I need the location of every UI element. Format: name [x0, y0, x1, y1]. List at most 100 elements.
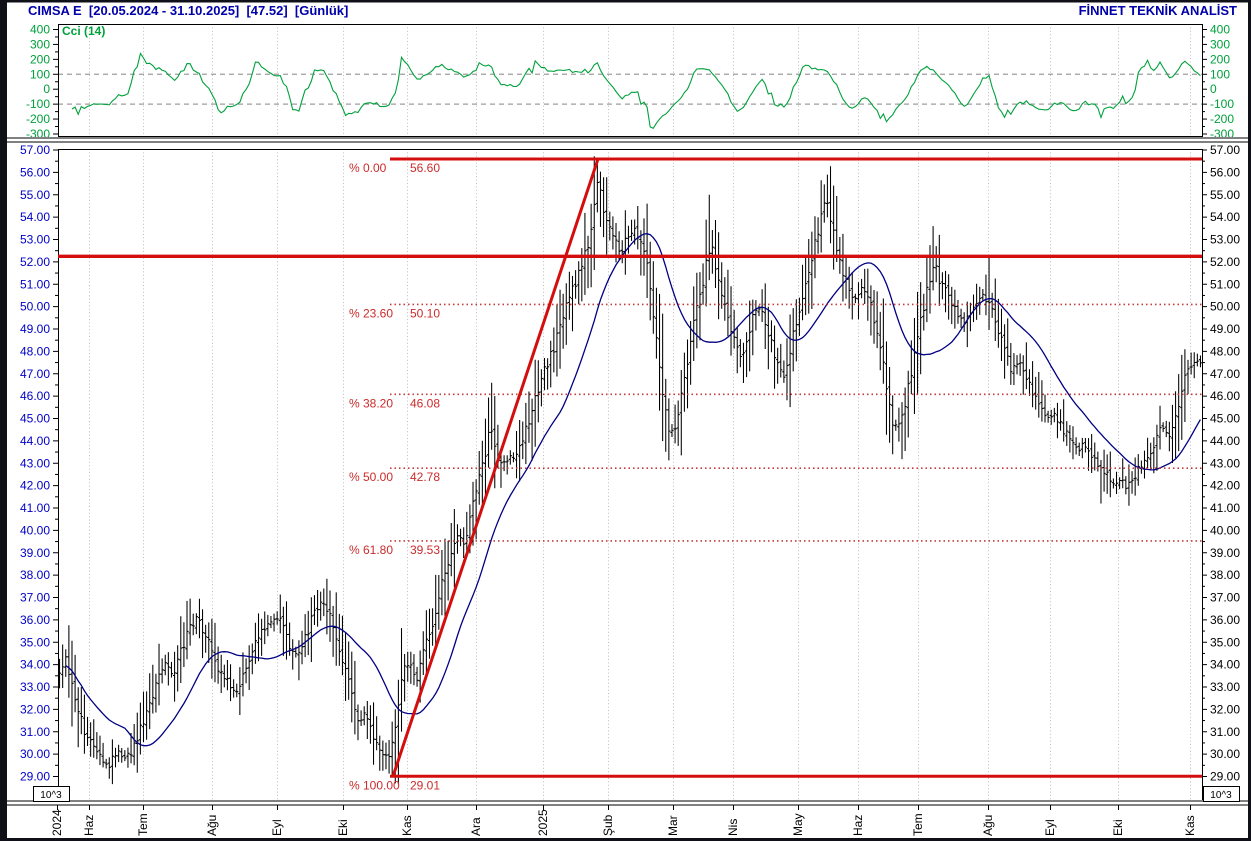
- cci-axis-label: -100: [26, 97, 50, 111]
- price-panel[interactable]: [58, 149, 1203, 801]
- price-axis-label-left: 51.00: [20, 277, 50, 291]
- price-axis-label-left: 52.00: [20, 255, 50, 269]
- price-axis-label-right: 32.00: [1210, 702, 1240, 716]
- fib-label-value: 50.10: [410, 306, 440, 320]
- price-axis-label-left: 36.00: [20, 613, 50, 627]
- volume-scale-label: 10^3: [40, 790, 62, 801]
- cci-axis-label: 0: [1210, 82, 1217, 96]
- cci-axis-label: 300: [30, 37, 50, 51]
- price-axis-label-left: 31.00: [20, 725, 50, 739]
- price-axis-label-left: 40.00: [20, 523, 50, 537]
- x-axis-label: Tem: [911, 813, 925, 836]
- price-axis-label-right: 30.00: [1210, 747, 1240, 761]
- x-axis-label: Eyl: [270, 819, 284, 836]
- fib-label-value: 42.78: [410, 470, 440, 484]
- price-axis-label-left: 49.00: [20, 322, 50, 336]
- frame-border-left: [0, 0, 7, 841]
- price-axis-label-left: 44.00: [20, 434, 50, 448]
- price-axis-label-left: 43.00: [20, 456, 50, 470]
- x-axis-label: Tem: [136, 813, 150, 836]
- chart-title: CIMSA E [20.05.2024 - 31.10.2025] [47.52…: [28, 3, 349, 18]
- price-axis-label-right: 51.00: [1210, 277, 1240, 291]
- x-axis-label: Ara: [469, 817, 483, 836]
- price-axis-label-left: 55.00: [20, 188, 50, 202]
- price-axis-label-left: 29.00: [20, 770, 50, 784]
- x-axis-label: Eki: [1111, 819, 1125, 836]
- x-axis-label: Nis: [726, 819, 740, 836]
- cci-axis-label: 100: [1210, 67, 1230, 81]
- fib-label-value: 56.60: [410, 161, 440, 175]
- fib-label-pct: % 50.00: [349, 470, 393, 484]
- fib-label-value: 46.08: [410, 396, 440, 410]
- price-axis-label-left: 57.00: [20, 143, 50, 157]
- price-axis-label-left: 41.00: [20, 501, 50, 515]
- price-axis-label-right: 34.00: [1210, 658, 1240, 672]
- cci-axis-label: 400: [1210, 23, 1230, 37]
- price-axis-label-right: 40.00: [1210, 523, 1240, 537]
- price-axis-label-right: 57.00: [1210, 143, 1240, 157]
- fib-label-pct: % 38.20: [349, 396, 393, 410]
- price-axis-label-left: 35.00: [20, 635, 50, 649]
- frame-border-top: [0, 0, 1251, 3]
- x-axis-label: 2024: [50, 809, 64, 836]
- cci-axis-label: -100: [1210, 97, 1234, 111]
- cci-panel[interactable]: [58, 24, 1203, 137]
- x-axis-label: Kas: [1183, 815, 1197, 836]
- price-axis-label-right: 45.00: [1210, 412, 1240, 426]
- price-axis-label-right: 54.00: [1210, 210, 1240, 224]
- price-axis-label-right: 55.00: [1210, 188, 1240, 202]
- x-axis-label: Haz: [82, 815, 96, 836]
- cci-axis-label: 100: [30, 67, 50, 81]
- price-axis-label-left: 30.00: [20, 747, 50, 761]
- x-axis-label: 2025: [536, 809, 550, 836]
- price-axis-label-right: 37.00: [1210, 591, 1240, 605]
- x-axis-label: Ağu: [981, 815, 995, 836]
- price-axis-label-right: 50.00: [1210, 300, 1240, 314]
- price-axis-label-right: 53.00: [1210, 233, 1240, 247]
- trend-line: [391, 158, 600, 777]
- price-axis-label-left: 47.00: [20, 367, 50, 381]
- cci-line: [71, 52, 1201, 129]
- price-axis-label-left: 33.00: [20, 680, 50, 694]
- price-axis-label-right: 29.00: [1210, 770, 1240, 784]
- price-axis-label-right: 36.00: [1210, 613, 1240, 627]
- price-axis-label-left: 46.00: [20, 389, 50, 403]
- frame-border-bottom: [0, 838, 1251, 841]
- fib-label-pct: % 23.60: [349, 306, 393, 320]
- cci-indicator-label: Cci (14): [62, 24, 105, 38]
- x-axis-label: May: [791, 813, 805, 836]
- cci-axis-label: 400: [30, 23, 50, 37]
- price-axis-label-right: 47.00: [1210, 367, 1240, 381]
- x-axis-label: Haz: [851, 815, 865, 836]
- x-axis-label: Ağu: [205, 815, 219, 836]
- price-axis-label-left: 37.00: [20, 591, 50, 605]
- x-axis-label: Mar: [666, 815, 680, 836]
- price-axis-label-right: 43.00: [1210, 456, 1240, 470]
- candlestick-bars: [57, 156, 1203, 785]
- price-axis-label-left: 39.00: [20, 546, 50, 560]
- price-axis-label-left: 53.00: [20, 233, 50, 247]
- price-axis-label-right: 46.00: [1210, 389, 1240, 403]
- moving-average-line: [65, 233, 1201, 747]
- price-axis-label-left: 32.00: [20, 702, 50, 716]
- volume-scale-label: 10^3: [1210, 790, 1232, 801]
- price-axis-label-left: 38.00: [20, 568, 50, 582]
- price-axis-label-left: 45.00: [20, 412, 50, 426]
- price-axis-label-left: 34.00: [20, 658, 50, 672]
- fib-label-value: 39.53: [410, 543, 440, 557]
- fib-label-pct: % 0.00: [349, 161, 387, 175]
- x-axis-label: Eki: [336, 819, 350, 836]
- price-axis-label-left: 56.00: [20, 165, 50, 179]
- fib-label-value: 29.01: [410, 778, 440, 792]
- price-axis-label-right: 52.00: [1210, 255, 1240, 269]
- volume-scale-box: [1203, 786, 1240, 802]
- price-axis-label-right: 44.00: [1210, 434, 1240, 448]
- cci-axis-label: 200: [1210, 52, 1230, 66]
- price-axis-label-left: 50.00: [20, 300, 50, 314]
- price-axis-label-right: 35.00: [1210, 635, 1240, 649]
- price-axis-label-left: 42.00: [20, 479, 50, 493]
- x-axis-label: Eyl: [1043, 819, 1057, 836]
- price-axis-label-right: 48.00: [1210, 344, 1240, 358]
